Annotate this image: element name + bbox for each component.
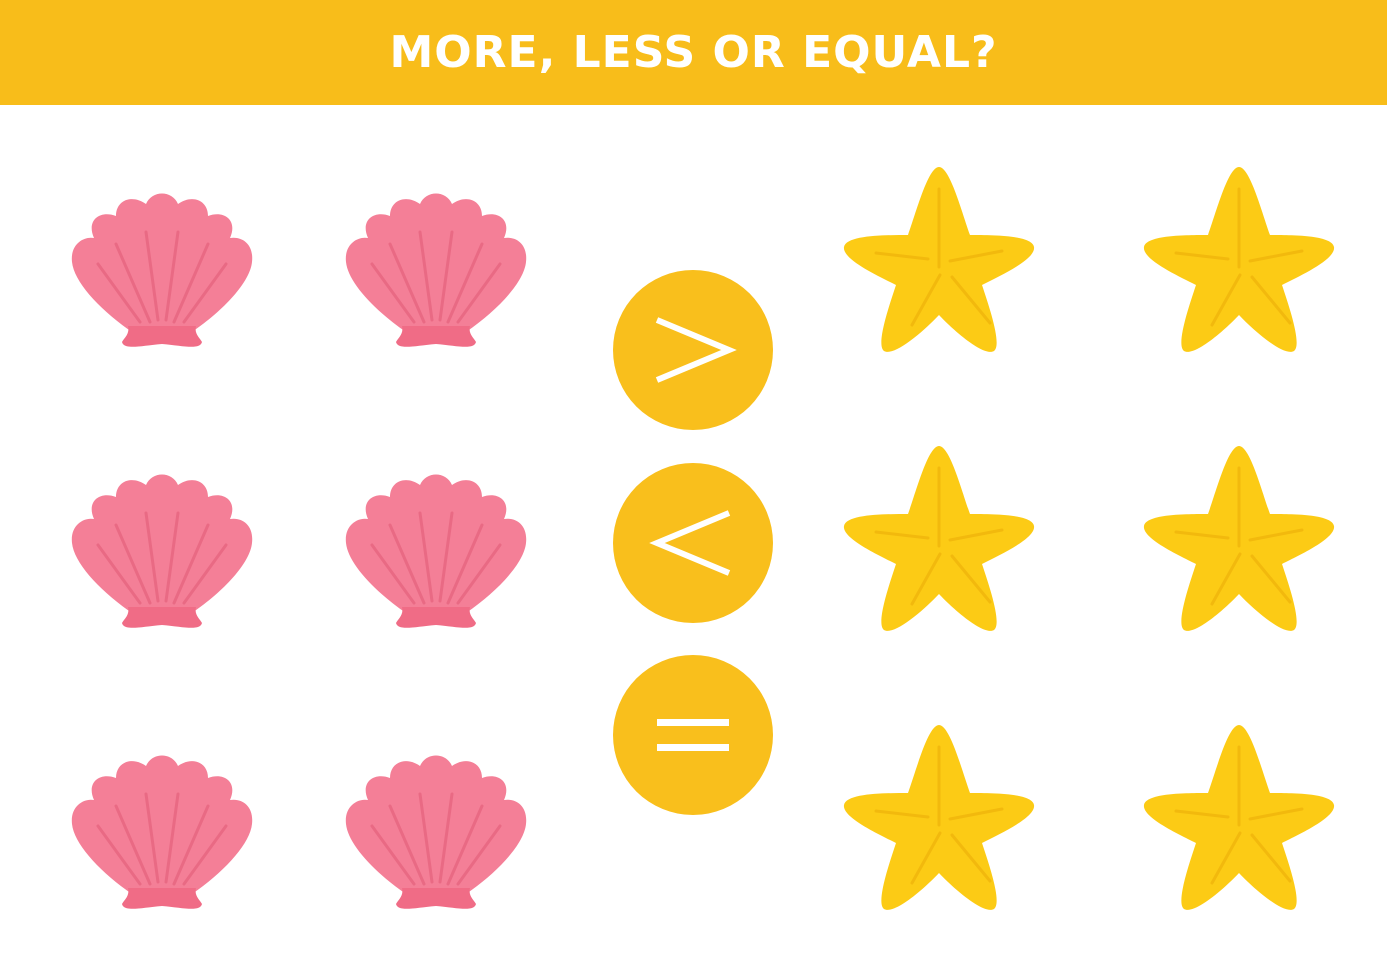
starfish <box>842 163 1036 355</box>
starfish <box>842 442 1036 634</box>
seashell <box>344 754 528 910</box>
less-than-button[interactable] <box>613 463 773 623</box>
greater-than-icon <box>655 317 737 383</box>
page-title: MORE, LESS OR EQUAL? <box>389 27 998 78</box>
header-banner: MORE, LESS OR EQUAL? <box>0 0 1387 105</box>
seashell <box>344 473 528 629</box>
equals-icon <box>657 719 729 751</box>
equal-button[interactable] <box>613 655 773 815</box>
less-than-icon <box>649 510 731 576</box>
starfish <box>842 721 1036 913</box>
greater-than-button[interactable] <box>613 270 773 430</box>
seashell <box>70 192 254 348</box>
starfish <box>1142 721 1336 913</box>
starfish <box>1142 442 1336 634</box>
starfish <box>1142 163 1336 355</box>
seashell <box>70 473 254 629</box>
seashell <box>70 754 254 910</box>
seashell <box>344 192 528 348</box>
